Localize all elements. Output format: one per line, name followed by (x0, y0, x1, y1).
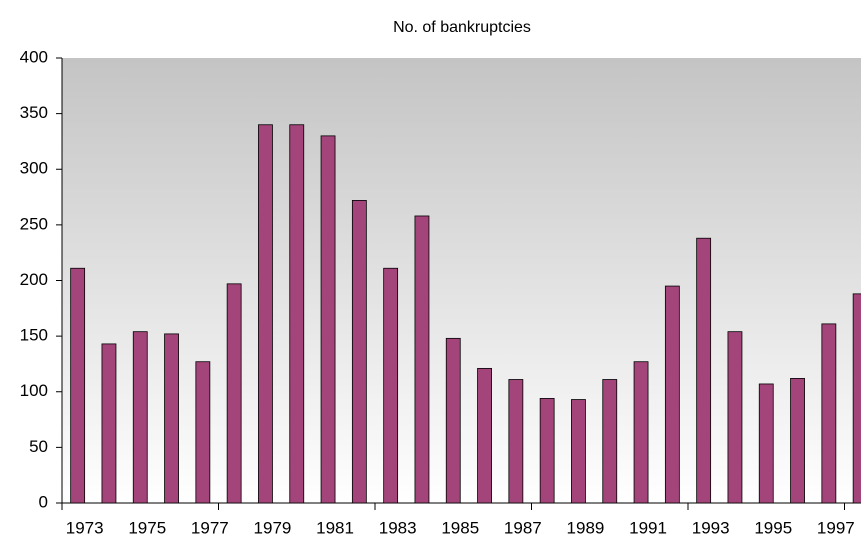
bar (351, 199, 367, 504)
y-tick-label: 400 (20, 47, 48, 66)
bar (758, 383, 774, 504)
bar (101, 343, 117, 504)
bar (852, 293, 861, 504)
bar (164, 333, 179, 504)
bar (664, 285, 680, 504)
y-tick-label: 200 (20, 270, 48, 289)
bar (195, 361, 211, 504)
bar (445, 337, 461, 504)
x-tick-label: 1985 (441, 518, 479, 537)
bar (790, 377, 805, 504)
y-tick-label: 350 (20, 103, 48, 122)
y-tick-label: 300 (20, 159, 48, 178)
x-tick-label: 1995 (754, 518, 792, 537)
y-tick-label: 100 (20, 381, 48, 400)
x-tick-label: 1997 (817, 518, 855, 537)
x-tick-label: 1993 (692, 518, 730, 537)
bar (414, 215, 430, 504)
x-tick-label: 1989 (567, 518, 605, 537)
y-tick-label: 250 (20, 214, 48, 233)
x-tick-label: 1991 (629, 518, 667, 537)
bar (508, 379, 524, 504)
bar (821, 323, 837, 504)
bar (727, 331, 743, 504)
y-tick-label: 0 (39, 492, 48, 511)
bar (70, 267, 86, 504)
bar (226, 283, 242, 504)
bar (477, 367, 492, 504)
bar (539, 398, 555, 504)
x-tick-label: 1977 (191, 518, 229, 537)
bar (258, 124, 273, 504)
x-tick-label: 1979 (254, 518, 292, 537)
bar (696, 237, 712, 504)
y-tick-label: 150 (20, 326, 48, 345)
x-tick-label: 1981 (316, 518, 354, 537)
bar (633, 361, 649, 504)
x-tick-label: 1987 (504, 518, 542, 537)
bar (289, 124, 305, 504)
x-tick-label: 1983 (379, 518, 417, 537)
x-tick-label: 1975 (128, 518, 166, 537)
bar (320, 135, 336, 504)
bar (132, 331, 148, 504)
bar (571, 399, 586, 504)
chart-title: No. of bankruptcies (393, 19, 531, 36)
y-tick-label: 50 (29, 437, 48, 456)
bar (383, 267, 399, 504)
bar (602, 379, 618, 504)
x-tick-label: 1973 (66, 518, 104, 537)
